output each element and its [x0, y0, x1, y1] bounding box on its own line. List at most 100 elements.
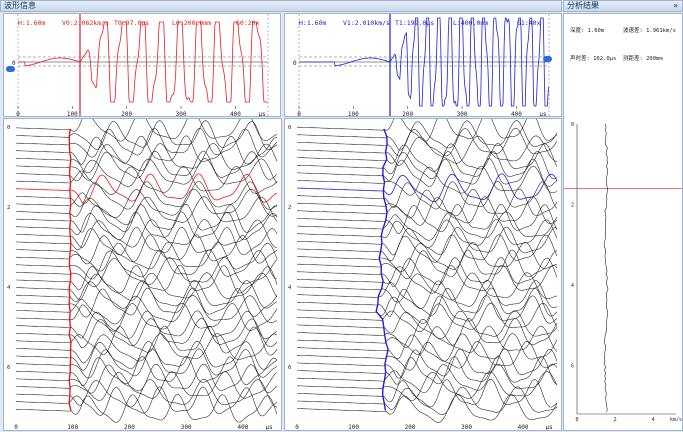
left-x-unit-label: μs: [265, 424, 273, 431]
right-trace: [296, 158, 558, 187]
top-right-waveform-canvas: 0H:1.60m V1:2.010km/s T1:199.0μs L:400.0mm G…: [293, 14, 550, 117]
profile-curve: [603, 123, 609, 413]
analysis-distance-diff: 测距差: 200mm: [623, 56, 663, 62]
top-right-tick-label: 100: [348, 111, 359, 117]
right-x-tick-label: 300: [461, 424, 472, 431]
left-trace: [16, 120, 278, 150]
left-trace: [16, 249, 278, 280]
collapse-icon[interactable]: »: [673, 1, 678, 10]
right-trace: [296, 287, 558, 317]
right-depth-label: 2: [288, 205, 291, 211]
top-right-header-g: G1:40x: [517, 19, 541, 27]
right-trace: [297, 204, 558, 234]
left-trace: [15, 356, 278, 387]
left-trace: [15, 204, 278, 233]
right-trace: [297, 371, 558, 401]
top-left-header-v: V0:2.062km/s: [62, 19, 109, 27]
right-trace: [297, 295, 558, 324]
left-trace-canvas: 0 2 4 6 0 100 200 300 400 μs: [7, 119, 278, 431]
right-depth-label: 0: [288, 125, 291, 131]
left-marker-handle-icon[interactable]: [6, 66, 15, 72]
top-left-waveform-canvas: 0 H:1.60m V0:2.062km/s T0:97.0μs L0:200.0mm G…: [12, 14, 269, 117]
right-trace: [296, 257, 558, 288]
top-left-header-l: L0:200.0mm: [172, 19, 211, 27]
left-x-tick-label: 300: [181, 424, 192, 431]
top-left-waveform-line: [18, 21, 268, 103]
top-left-header-h: H:1.60m: [18, 19, 45, 27]
right-trace: [297, 211, 558, 241]
left-trace: [16, 333, 278, 364]
right-x-tick-label: 400: [518, 424, 529, 431]
profile-y-tick-label: 6: [571, 364, 574, 370]
right-depth-label: 4: [288, 285, 292, 291]
right-trace: [296, 348, 558, 379]
waveform-panel-header: 波形信息: [0, 0, 562, 12]
top-right-tick-label: 200: [402, 111, 413, 117]
top-right-waveform[interactable]: 0 H:1.60m V1:2.010km/s T1:199.0μs L:400.0mm G…: [284, 13, 562, 117]
left-trace-stack[interactable]: 0 2 4 6 0 100 200 300 400 μs: [3, 118, 282, 431]
right-depth-label: 6: [288, 365, 291, 371]
profile-y-tick-label: 0: [571, 122, 574, 128]
top-right-zero-label: 0: [293, 60, 297, 67]
right-trace: [296, 181, 558, 210]
profile-x-tick-label: 2: [614, 417, 617, 423]
left-trace: [16, 128, 278, 158]
right-trace: [297, 242, 558, 272]
top-left-zero-label: 0: [12, 60, 16, 67]
right-trace: [296, 249, 557, 280]
left-trace: [16, 119, 278, 142]
right-highlight-trace: [296, 173, 558, 203]
top-left-header-g: G0:20x: [236, 19, 260, 27]
top-left-tick-label: 300: [176, 111, 187, 117]
right-trace-stack[interactable]: 0 2 4 6 0 100 200 300 400 μs: [284, 118, 562, 431]
top-left-tick-label: 0: [16, 111, 20, 117]
right-trace: [296, 302, 558, 332]
right-trace: [296, 272, 558, 303]
right-trace: [296, 143, 558, 172]
right-trace: [296, 310, 558, 339]
analysis-panel: 深度: 1.60m 波速差: 1.961km/s 声时差: 102.0μs 测距…: [563, 13, 683, 431]
profile-x-tick-label: 0: [575, 417, 578, 423]
right-trace: [296, 150, 558, 180]
left-trace: [16, 143, 278, 174]
left-trace: [16, 386, 278, 417]
analysis-speed-diff: 波速差: 1.961km/s: [623, 28, 676, 34]
analysis-panel-header: 分析结果 »: [563, 0, 683, 12]
left-trace: [15, 371, 278, 401]
top-right-waveform-line: [299, 17, 549, 107]
right-first-arrival-line: [375, 128, 389, 411]
right-marker-handle-icon[interactable]: [543, 56, 552, 62]
right-trace: [297, 340, 558, 371]
top-right-tick-label: 300: [457, 111, 468, 117]
left-trace: [16, 188, 278, 218]
left-trace: [16, 242, 278, 272]
left-trace: [15, 226, 278, 256]
left-trace: [15, 394, 278, 423]
top-right-tick-label: 400: [511, 111, 522, 117]
left-trace: [16, 378, 278, 408]
top-left-tick-label: 400: [230, 111, 241, 117]
right-trace: [296, 333, 558, 362]
analysis-panel-title: 分析结果: [567, 1, 599, 10]
left-trace: [15, 348, 278, 379]
right-x-tick-label: 0: [295, 424, 299, 431]
top-left-unit-label: μs: [258, 111, 266, 117]
left-depth-label: 2: [7, 205, 10, 211]
profile-y-tick-label: 2: [571, 203, 574, 209]
right-trace-canvas: 0 2 4 6 0 100 200 300 400 μs: [288, 119, 558, 431]
right-trace: [297, 219, 558, 248]
left-x-tick-label: 100: [67, 424, 78, 431]
top-right-header-v: V1:2.010km/s: [343, 19, 390, 27]
top-right-header-t: T1:199.0μs: [395, 19, 434, 27]
profile-x-tick-label: 4: [652, 417, 655, 423]
left-trace: [16, 287, 278, 318]
right-x-unit-label: μs: [545, 424, 553, 431]
left-trace: [16, 280, 278, 309]
top-left-waveform[interactable]: 0 H:1.60m V0:2.062km/s T0:97.0μs L0:200.0mm G…: [3, 13, 281, 117]
left-first-arrival-line: [68, 128, 72, 411]
depth-profile-chart: 0 2 4 6 0 2 4 km/s: [564, 122, 682, 423]
left-depth-label: 4: [7, 285, 11, 291]
left-trace: [15, 219, 278, 249]
top-left-tick-label: 100: [67, 111, 78, 117]
right-trace: [297, 378, 558, 408]
